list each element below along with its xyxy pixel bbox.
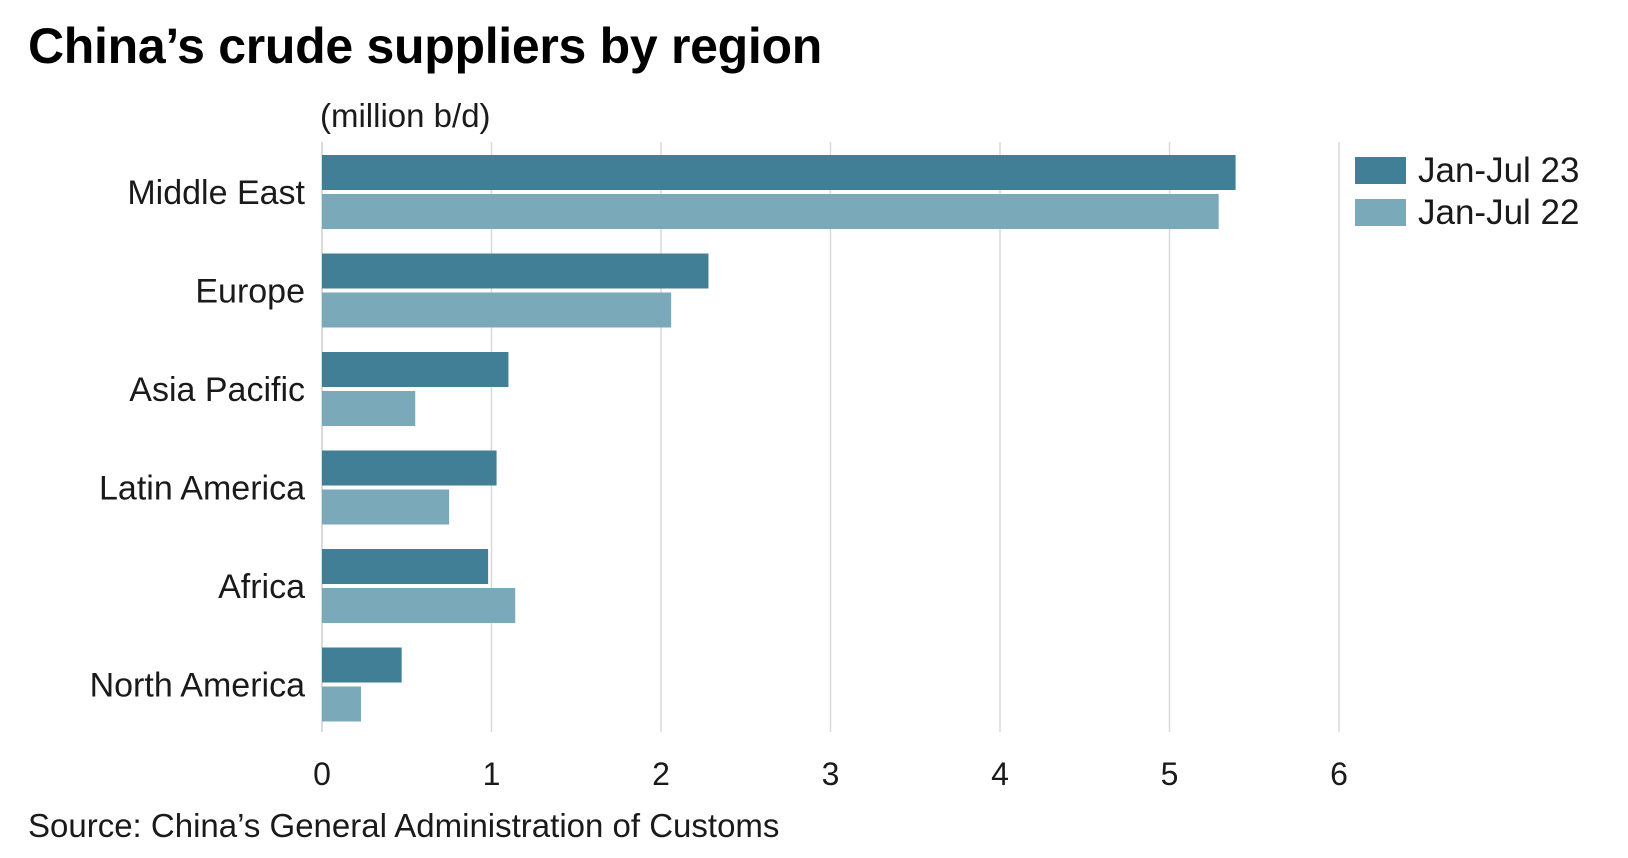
- bars: [322, 155, 1236, 722]
- bar-africa-series-2: [322, 588, 516, 623]
- chart-title: China’s crude suppliers by region: [28, 18, 822, 74]
- bar-latin-america-series-1: [322, 450, 497, 486]
- gridlines: [321, 142, 1340, 732]
- bar-north-america-series-2: [322, 686, 361, 722]
- legend-label-2: Jan-Jul 22: [1418, 193, 1579, 232]
- legend-label-1: Jan-Jul 23: [1418, 151, 1579, 190]
- category-label-europe: Europe: [195, 273, 305, 311]
- x-tick-label-4: 4: [991, 756, 1009, 792]
- legend-swatch-2: [1355, 199, 1406, 226]
- category-label-north-america: North America: [90, 667, 305, 705]
- x-tick-label-1: 1: [483, 756, 501, 792]
- bar-asia-pacific-series-1: [322, 352, 509, 387]
- category-label-asia-pacific: Asia Pacific: [129, 371, 305, 409]
- bar-north-america-series-1: [322, 647, 402, 683]
- category-label-middle-east: Middle East: [127, 174, 305, 212]
- x-axis-ticks: 0 1 2 3 4 5 6: [313, 756, 1348, 792]
- x-tick-label-6: 6: [1330, 756, 1348, 792]
- bar-asia-pacific-series-2: [322, 391, 416, 426]
- x-tick-label-3: 3: [822, 756, 840, 792]
- unit-label: (million b/d): [320, 97, 491, 134]
- legend-swatch-1: [1355, 157, 1406, 184]
- bar-middle-east-series-1: [322, 155, 1236, 190]
- bar-africa-series-1: [322, 549, 489, 584]
- x-tick-label-2: 2: [652, 756, 670, 792]
- source-note: Source: China’s General Administration o…: [28, 807, 780, 844]
- bar-latin-america-series-2: [322, 489, 450, 525]
- bar-europe-series-2: [322, 292, 672, 328]
- x-tick-label-0: 0: [313, 756, 331, 792]
- category-label-africa: Africa: [218, 568, 305, 606]
- x-tick-label-5: 5: [1161, 756, 1179, 792]
- category-labels: Middle East Europe Asia Pacific Latin Ameri…: [90, 174, 306, 705]
- bar-europe-series-1: [322, 253, 709, 289]
- bar-middle-east-series-2: [322, 194, 1219, 229]
- category-label-latin-america: Latin America: [99, 470, 305, 508]
